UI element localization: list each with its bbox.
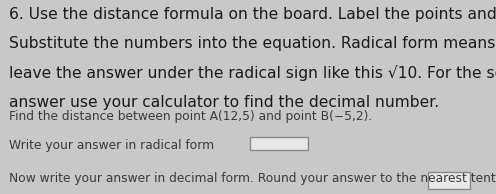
FancyBboxPatch shape (250, 137, 308, 150)
Text: Substitute the numbers into the equation. Radical form means you: Substitute the numbers into the equation… (9, 36, 496, 51)
Text: answer use your calculator to find the decimal number.: answer use your calculator to find the d… (9, 95, 439, 110)
Text: Write your answer in radical form: Write your answer in radical form (9, 139, 214, 152)
Text: Now write your answer in decimal form. Round your answer to the nearest tenth.: Now write your answer in decimal form. R… (9, 172, 496, 185)
Text: leave the answer under the radical sign like this √10. For the second: leave the answer under the radical sign … (9, 65, 496, 81)
FancyBboxPatch shape (428, 172, 470, 189)
Text: 6. Use the distance formula on the board. Label the points and: 6. Use the distance formula on the board… (9, 7, 496, 22)
Text: Find the distance between point A(12,5) and point B(−5,2).: Find the distance between point A(12,5) … (9, 110, 372, 123)
